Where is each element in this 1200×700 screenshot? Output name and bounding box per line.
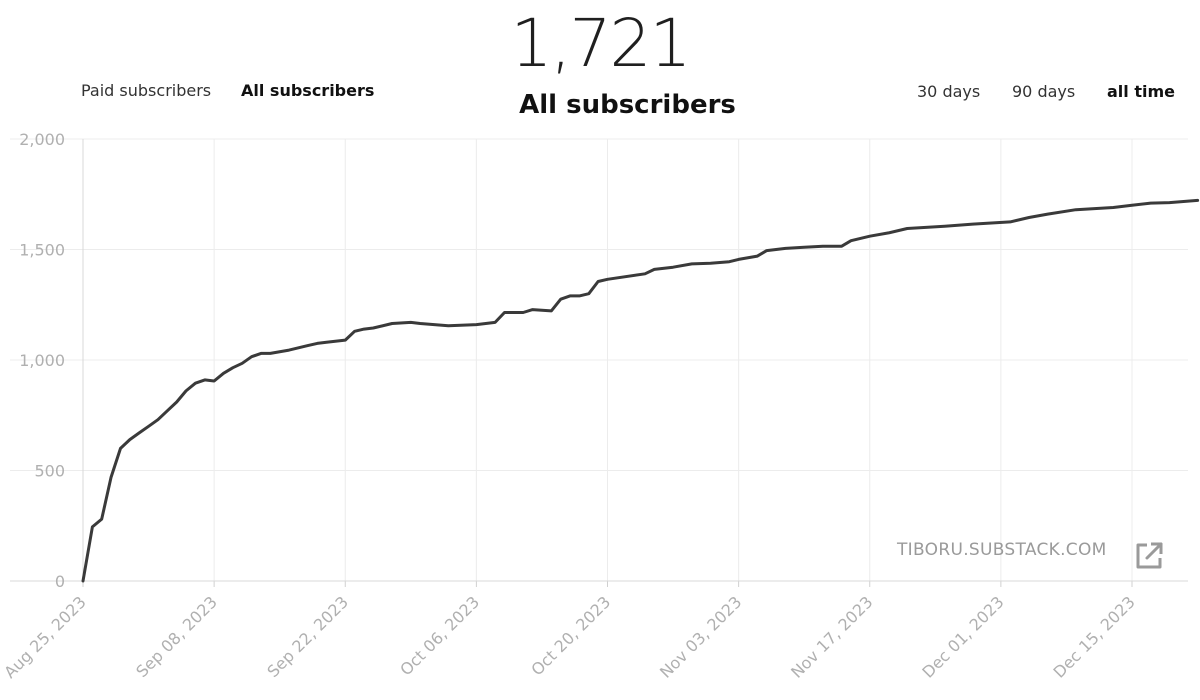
subscriber-count: 1,721	[510, 5, 692, 82]
y-tick-label: 1,000	[19, 351, 65, 370]
y-tick-label: 1,500	[19, 241, 65, 260]
range-90-days-button[interactable]: 90 days	[1012, 82, 1076, 101]
grid-lines	[10, 138, 1188, 581]
x-tick-label: Dec 15, 2023	[1050, 592, 1139, 681]
chart-header: 1,721 All subscribers Paid subscribers A…	[0, 0, 1200, 130]
chart-title: All subscribers	[519, 90, 736, 120]
series-layer	[81, 198, 1200, 583]
y-tick-label: 500	[34, 462, 65, 481]
y-axis-ticks: 0 500 1,000 1,500 2,000	[19, 130, 65, 591]
x-tick-label: Aug 25, 2023	[0, 592, 90, 682]
x-tick-label: Sep 22, 2023	[263, 592, 352, 681]
x-tick-label: Dec 01, 2023	[918, 592, 1007, 681]
x-tick-label: Nov 17, 2023	[787, 592, 876, 681]
all-subscribers-tab[interactable]: All subscribers	[241, 81, 375, 100]
external-link-icon[interactable]	[1133, 540, 1165, 572]
substack-watermark-link[interactable]: TIBORU.SUBSTACK.COM	[897, 540, 1107, 560]
x-axis-ticks: Aug 25, 2023 Sep 08, 2023 Sep 22, 2023 Oct …	[0, 592, 1139, 682]
range-30-days-button[interactable]: 30 days	[917, 82, 981, 101]
paid-subscribers-tab[interactable]: Paid subscribers	[81, 81, 212, 100]
x-tick-label: Oct 20, 2023	[527, 592, 614, 679]
series-line-all-subscribers	[81, 198, 1200, 583]
y-tick-label: 0	[55, 572, 65, 591]
axes	[10, 139, 1188, 587]
x-tick-label: Sep 08, 2023	[132, 592, 221, 681]
x-tick-label: Oct 06, 2023	[396, 592, 483, 679]
range-all-time-button[interactable]: all time	[1107, 82, 1175, 101]
y-tick-label: 2,000	[19, 130, 65, 149]
x-tick-label: Nov 03, 2023	[656, 592, 745, 681]
